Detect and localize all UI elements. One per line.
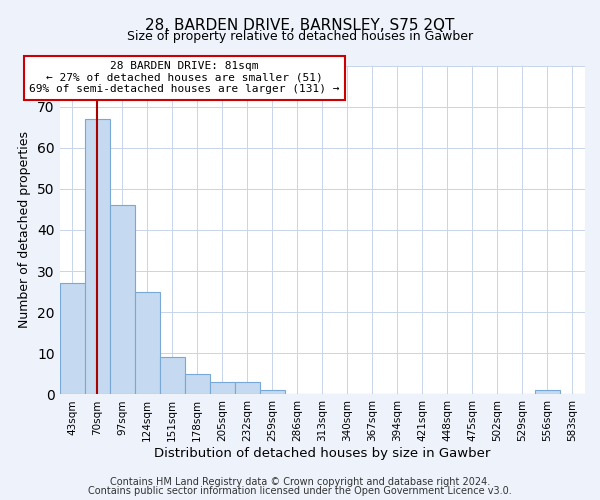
Text: Size of property relative to detached houses in Gawber: Size of property relative to detached ho… (127, 30, 473, 43)
Bar (110, 206, 134, 394)
Text: Contains HM Land Registry data © Crown copyright and database right 2024.: Contains HM Land Registry data © Crown c… (110, 477, 490, 487)
Bar (209, 382, 235, 394)
Text: 28, BARDEN DRIVE, BARNSLEY, S75 2QT: 28, BARDEN DRIVE, BARNSLEY, S75 2QT (145, 18, 455, 32)
Bar (134, 292, 160, 395)
Bar (160, 358, 185, 395)
Text: Contains public sector information licensed under the Open Government Licence v3: Contains public sector information licen… (88, 486, 512, 496)
Bar (235, 382, 260, 394)
Y-axis label: Number of detached properties: Number of detached properties (19, 132, 31, 328)
X-axis label: Distribution of detached houses by size in Gawber: Distribution of detached houses by size … (154, 447, 490, 460)
Bar (59, 284, 85, 395)
Bar (260, 390, 285, 394)
Bar (535, 390, 560, 394)
Bar (185, 374, 209, 394)
Text: 28 BARDEN DRIVE: 81sqm
← 27% of detached houses are smaller (51)
69% of semi-det: 28 BARDEN DRIVE: 81sqm ← 27% of detached… (29, 61, 340, 94)
Bar (85, 119, 110, 394)
